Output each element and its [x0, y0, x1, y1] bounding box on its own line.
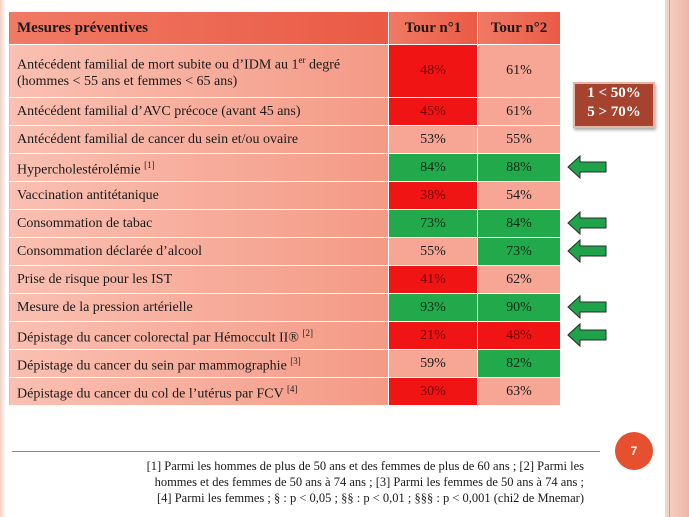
row-label: Prise de risque pour les IST: [8, 265, 389, 294]
tour-2-value: 48%: [477, 321, 561, 350]
row-label: Dépistage du cancer du sein par mammogra…: [8, 349, 389, 378]
row-label: Dépistage du cancer du col de l’utérus p…: [8, 377, 389, 406]
tour-2-value: 55%: [477, 125, 561, 154]
preventive-measures-table: Mesures préventives Tour n°1 Tour n°2 An…: [8, 11, 561, 406]
table-row: Consommation déclarée d’alcool 55% 73%: [8, 237, 561, 266]
row-label-text: Dépistage du cancer du col de l’utérus p…: [17, 386, 284, 402]
green-arrow-icon: [567, 239, 607, 263]
tour-2-value: 73%: [477, 237, 561, 266]
row-label-text: Prise de risque pour les IST: [17, 272, 173, 287]
table-row: Mesure de la pression artérielle 93% 90%: [8, 293, 561, 322]
row-label-superscript: [4]: [286, 383, 298, 394]
footnote-divider: [12, 451, 600, 452]
row-label-continuation: degré (hommes < 55 ans et femmes < 65 an…: [17, 57, 341, 90]
tour-2-value: 61%: [477, 44, 561, 98]
table-row: Hypercholestérolémie [1] 84% 88%: [8, 153, 561, 182]
header-measures: Mesures préventives: [8, 11, 389, 45]
row-label: Antécédent familial de cancer du sein et…: [8, 125, 389, 154]
table-row: Antécédent familial de cancer du sein et…: [8, 125, 561, 154]
green-arrow-icon: [567, 211, 607, 235]
row-label: Consommation de tabac: [8, 209, 389, 238]
tour-1-value: 21%: [388, 321, 478, 350]
tour-2-value: 61%: [477, 97, 561, 126]
row-label-superscript: [3]: [290, 355, 301, 366]
table-row: Dépistage du cancer du sein par mammogra…: [8, 349, 561, 378]
row-label-superscript: [2]: [302, 327, 313, 338]
header-tour-2: Tour n°2: [477, 11, 561, 45]
row-label: Mesure de la pression artérielle: [8, 293, 389, 322]
footnote-line-2: hommes et des femmes de 50 ans à 74 ans …: [154, 475, 584, 489]
row-label-superscript: [1]: [144, 159, 155, 170]
table-row: Antécédent familial de mort subite ou d’…: [8, 44, 561, 98]
row-label-superscript: er: [298, 54, 306, 65]
tour-2-value: 84%: [477, 209, 561, 238]
tour-1-value: 84%: [388, 153, 478, 182]
left-edge-decoration: [0, 0, 6, 517]
table-row: Dépistage du cancer du col de l’utérus p…: [8, 377, 561, 406]
threshold-legend: 1 < 50% 5 > 70%: [573, 82, 655, 128]
tour-1-value: 45%: [388, 97, 478, 126]
row-label: Dépistage du cancer colorectal par Hémoc…: [8, 321, 389, 350]
tour-1-value: 55%: [388, 237, 478, 266]
tour-1-value: 59%: [388, 349, 478, 378]
table-row: Prise de risque pour les IST 41% 62%: [8, 265, 561, 294]
row-label-text: Consommation déclarée d’alcool: [17, 244, 203, 259]
green-arrow-icon: [567, 295, 607, 319]
green-arrow-icon: [567, 323, 607, 347]
tour-1-value: 38%: [388, 181, 478, 210]
table-row: Dépistage du cancer colorectal par Hémoc…: [8, 321, 561, 350]
tour-2-value: 90%: [477, 293, 561, 322]
tour-1-value: 73%: [388, 209, 478, 238]
tour-1-value: 41%: [388, 265, 478, 294]
page-number-badge: 7: [615, 432, 653, 470]
tour-1-value: 48%: [388, 44, 478, 98]
table-row: Vaccination antitétanique 38% 54%: [8, 181, 561, 210]
legend-line-2: 5 > 70%: [587, 104, 641, 120]
legend-line-1: 1 < 50%: [587, 85, 641, 101]
row-label-text: Dépistage du cancer colorectal par Hémoc…: [17, 330, 299, 346]
row-label: Hypercholestérolémie [1]: [8, 153, 389, 182]
right-edge-decoration: [665, 0, 689, 517]
tour-1-value: 93%: [388, 293, 478, 322]
row-label-text: Mesure de la pression artérielle: [17, 300, 193, 315]
row-label-text: Dépistage du cancer du sein par mammogra…: [17, 358, 287, 374]
table-row: Consommation de tabac 73% 84%: [8, 209, 561, 238]
tour-1-value: 53%: [388, 125, 478, 154]
row-label-text: Antécédent familial de cancer du sein et…: [17, 132, 299, 147]
tour-2-value: 63%: [477, 377, 561, 406]
footnote: [1] Parmi les hommes de plus de 50 ans e…: [14, 458, 584, 506]
row-label-text: Antécédent familial d’AVC précoce (avant…: [17, 104, 301, 119]
row-label-text: Antécédent familial de mort subite ou d’…: [17, 57, 299, 73]
footnote-line-1: [1] Parmi les hommes de plus de 50 ans e…: [146, 459, 584, 473]
tour-2-value: 62%: [477, 265, 561, 294]
row-label-text: Hypercholestérolémie: [17, 162, 141, 178]
row-label-text: Consommation de tabac: [17, 216, 153, 231]
row-label: Antécédent familial d’AVC précoce (avant…: [8, 97, 389, 126]
row-label: Antécédent familial de mort subite ou d’…: [8, 44, 389, 98]
green-arrow-icon: [567, 155, 607, 179]
footnote-line-3: [4] Parmi les femmes ; § : p < 0,05 ; §§…: [157, 491, 584, 505]
tour-1-value: 30%: [388, 377, 478, 406]
row-label: Consommation déclarée d’alcool: [8, 237, 389, 266]
table-header-row: Mesures préventives Tour n°1 Tour n°2: [8, 11, 561, 45]
table-row: Antécédent familial d’AVC précoce (avant…: [8, 97, 561, 126]
row-label: Vaccination antitétanique: [8, 181, 389, 210]
row-label-text: Vaccination antitétanique: [17, 188, 159, 203]
tour-2-value: 88%: [477, 153, 561, 182]
tour-2-value: 82%: [477, 349, 561, 378]
tour-2-value: 54%: [477, 181, 561, 210]
header-tour-1: Tour n°1: [388, 11, 478, 45]
